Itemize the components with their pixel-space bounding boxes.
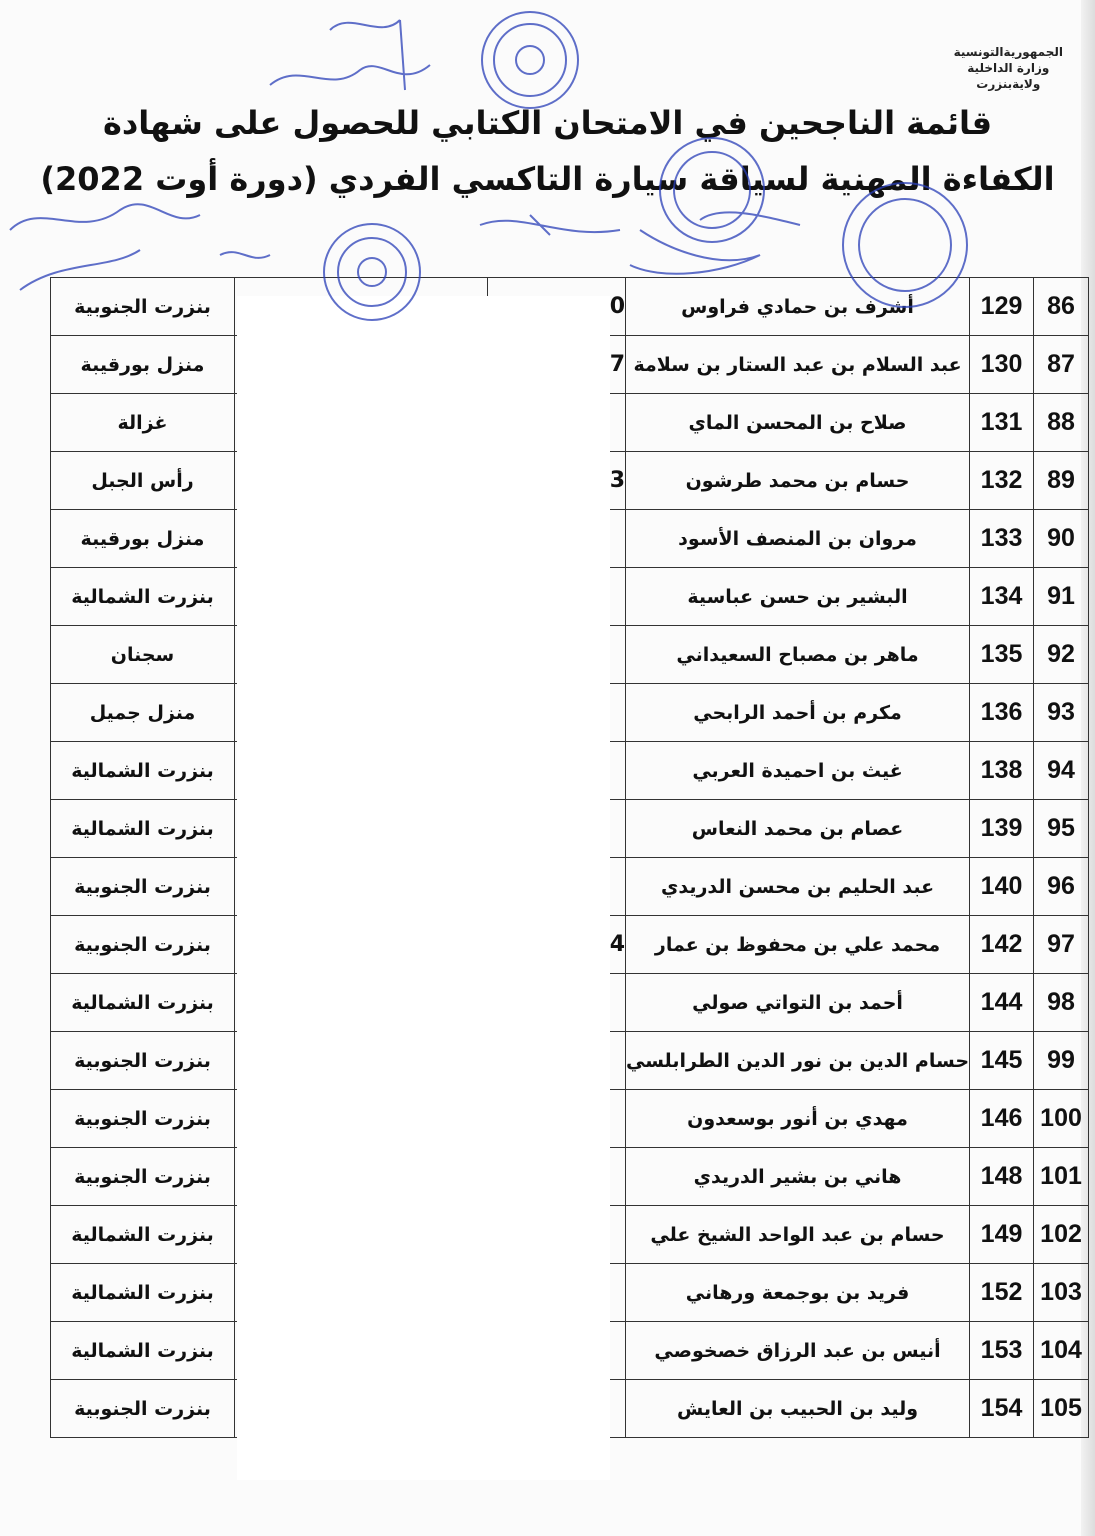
row-name: هاني بن بشير الدريدي (624, 1147, 971, 1206)
row-rank: 93 (1033, 683, 1090, 742)
row-id: 129 (969, 277, 1035, 336)
row-city: بنزرت الشمالية (50, 973, 235, 1032)
row-city: منزل بورقيبة (50, 335, 235, 394)
row-rank: 104 (1033, 1321, 1090, 1380)
row-rank: 92 (1033, 625, 1090, 684)
letterhead-ministry: وزارة الداخلية (967, 61, 1050, 75)
row-id: 133 (969, 509, 1035, 568)
row-city: بنزرت الشمالية (50, 1263, 235, 1322)
row-city: بنزرت الجنوبية (50, 277, 235, 336)
row-name: أنيس بن عبد الرزاق خصخوصي (624, 1321, 971, 1380)
row-name: أشرف بن حمادي فراوس (624, 277, 971, 336)
letterhead-governorate: ولايةبنزرت (976, 77, 1041, 91)
row-rank: 94 (1033, 741, 1090, 800)
row-name: حسام بن عبد الواحد الشيخ علي (624, 1205, 971, 1264)
row-name: عبد السلام بن عبد الستار بن سلامة (624, 335, 971, 394)
row-rank: 86 (1033, 277, 1090, 336)
row-name: محمد علي بن محفوظ بن عمار (624, 915, 971, 974)
row-name: فريد بن بوجمعة ورهاني (624, 1263, 971, 1322)
row-city: غزالة (50, 393, 235, 452)
row-rank: 88 (1033, 393, 1090, 452)
signature-4 (219, 251, 271, 259)
document-title-line-2: الكفاءة المهنية لسياقة سيارة التاكسي الف… (40, 160, 1055, 198)
row-rank: 96 (1033, 857, 1090, 916)
row-id: 135 (969, 625, 1035, 684)
row-rank: 105 (1033, 1379, 1090, 1438)
official-stamp-icon (659, 137, 765, 243)
row-city: بنزرت الجنوبية (50, 857, 235, 916)
row-id: 142 (969, 915, 1035, 974)
row-rank: 100 (1033, 1089, 1090, 1148)
document-title-line-1: قائمة الناجحين في الامتحان الكتابي للحصو… (102, 104, 993, 142)
row-rank: 91 (1033, 567, 1090, 626)
row-id: 132 (969, 451, 1035, 510)
row-rank: 101 (1033, 1147, 1090, 1206)
official-stamp-icon (842, 182, 968, 308)
row-id: 139 (969, 799, 1035, 858)
row-rank: 98 (1033, 973, 1090, 1032)
row-id: 154 (969, 1379, 1035, 1438)
row-city: بنزرت الشمالية (50, 799, 235, 858)
row-city: سجنان (50, 625, 235, 684)
row-rank: 89 (1033, 451, 1090, 510)
row-rank: 102 (1033, 1205, 1090, 1264)
row-id: 145 (969, 1031, 1035, 1090)
row-rank: 90 (1033, 509, 1090, 568)
letterhead: الجمهوريةالتونسية وزارة الداخلية ولايةبن… (954, 44, 1063, 92)
official-stamp-icon (323, 223, 421, 321)
row-city: منزل جميل (50, 683, 235, 742)
row-rank: 87 (1033, 335, 1090, 394)
row-rank: 99 (1033, 1031, 1090, 1090)
row-name: البشير بن حسن عباسية (624, 567, 971, 626)
row-id: 153 (969, 1321, 1035, 1380)
row-id: 148 (969, 1147, 1035, 1206)
letterhead-republic: الجمهوريةالتونسية (953, 45, 1063, 59)
row-name: مهدي بن أنور بوسعدون (624, 1089, 971, 1148)
signature-3 (629, 211, 801, 275)
row-name: صلاح بن المحسن الماي (624, 393, 971, 452)
signature-1 (9, 203, 201, 291)
row-city: بنزرت الشمالية (50, 1321, 235, 1380)
row-name: مكرم بن أحمد الرابحي (624, 683, 971, 742)
row-id: 146 (969, 1089, 1035, 1148)
row-id: 152 (969, 1263, 1035, 1322)
redaction-box (237, 296, 610, 1480)
row-city: بنزرت الجنوبية (50, 1379, 235, 1438)
row-city: بنزرت الشمالية (50, 567, 235, 626)
row-rank: 95 (1033, 799, 1090, 858)
row-city: بنزرت الجنوبية (50, 1089, 235, 1148)
row-id: 136 (969, 683, 1035, 742)
row-city: بنزرت الشمالية (50, 1205, 235, 1264)
row-name: حسام الدين بن نور الدين الطرابلسي (624, 1031, 971, 1090)
row-name: مروان بن المنصف الأسود (624, 509, 971, 568)
row-city: منزل بورقيبة (50, 509, 235, 568)
row-rank: 97 (1033, 915, 1090, 974)
row-city: رأس الجبل (50, 451, 235, 510)
row-id: 134 (969, 567, 1035, 626)
row-rank: 103 (1033, 1263, 1090, 1322)
row-name: وليد بن الحبيب بن العايش (624, 1379, 971, 1438)
row-city: بنزرت الجنوبية (50, 1147, 235, 1206)
official-stamp-icon (481, 11, 579, 109)
row-id: 131 (969, 393, 1035, 452)
signature-2 (479, 214, 621, 236)
row-id: 130 (969, 335, 1035, 394)
row-name: عبد الحليم بن محسن الدريدي (624, 857, 971, 916)
row-city: بنزرت الشمالية (50, 741, 235, 800)
row-id: 149 (969, 1205, 1035, 1264)
row-name: غيث بن احميدة العربي (624, 741, 971, 800)
row-id: 144 (969, 973, 1035, 1032)
signature-governor (269, 19, 431, 91)
